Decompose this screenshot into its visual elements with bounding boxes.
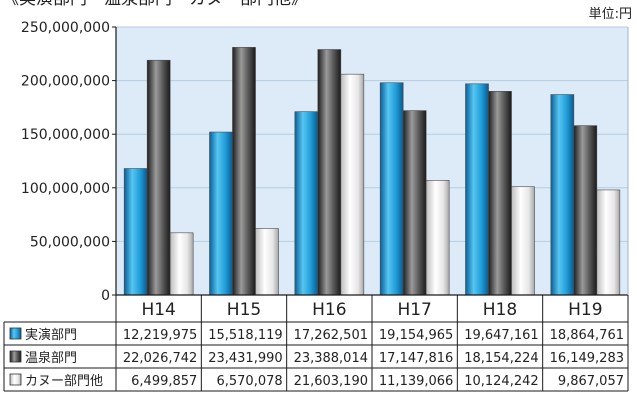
legend-label: 温泉部門: [25, 350, 77, 366]
y-tick-label: 250,000,000: [21, 20, 110, 36]
bar-温泉部門-H19: [573, 125, 598, 296]
legend-swatch: [9, 373, 22, 386]
table-cell: 10,124,242: [464, 374, 538, 389]
table-cell: 18,864,761: [550, 328, 624, 343]
table-cell: 23,431,990: [208, 351, 282, 366]
y-tick-label: 100,000,000: [21, 181, 110, 197]
bar-実演部門-H18: [465, 83, 489, 296]
legend-swatch: [9, 327, 22, 340]
bar-温泉部門-H18: [488, 91, 512, 296]
table-cell: 21,603,190: [294, 374, 368, 389]
y-tick-label: 150,000,000: [21, 127, 110, 143]
bar-実演部門-H17: [379, 82, 404, 296]
table-cell: 18,154,224: [464, 351, 538, 366]
bar-温泉部門-H17: [402, 110, 427, 296]
table-cell: 6,570,078: [216, 374, 282, 389]
x-category-label: H15: [227, 300, 261, 320]
table-cell: 6,499,857: [131, 374, 197, 389]
bar-実演部門-H14: [123, 168, 148, 296]
table-cell: 17,262,501: [294, 328, 368, 343]
chart-title: 《実演部門 温泉部門 カヌー部門他》: [2, 0, 308, 9]
bar-温泉部門-H16: [317, 49, 342, 296]
bar-温泉部門-H15: [232, 47, 256, 296]
x-category-label: H17: [397, 300, 431, 320]
x-category-label: H19: [568, 300, 602, 320]
gridlines: [116, 26, 628, 242]
legend-label: カヌー部門他: [25, 374, 103, 389]
y-tick-label: 0: [101, 288, 110, 304]
bar-カヌー部門他-H17: [425, 179, 450, 296]
plot-area: [116, 27, 628, 295]
table-cell: 9,867,057: [558, 374, 624, 389]
bar-カヌー部門他-H18: [511, 186, 535, 296]
table-cell: 12,219,975: [123, 328, 197, 343]
x-category-label: H14: [141, 300, 175, 320]
table-cell: 22,026,742: [123, 351, 197, 366]
bar-カヌー部門他-H14: [169, 232, 194, 296]
y-tick-label: 50,000,000: [30, 234, 110, 250]
table-cell: 15,518,119: [208, 328, 282, 343]
legend-swatch: [9, 350, 22, 363]
table-cell: 16,149,283: [550, 351, 624, 366]
table-cell: 19,647,161: [464, 328, 538, 343]
table-cell: 19,154,965: [379, 328, 453, 343]
x-category-label: H16: [312, 300, 346, 320]
bar-実演部門-H16: [294, 111, 319, 296]
table-cell: 11,139,066: [379, 374, 453, 389]
legend-label: 実演部門: [25, 327, 77, 343]
data-table: H14 H15 H16 H17 H18 H19 実演部門 12,219,975 15,518,1…: [3, 295, 629, 392]
table-cell: 23,388,014: [294, 351, 368, 366]
y-axis-ticks: 0 50,000,000 100,000,000 150,000,000 200,000…: [21, 20, 116, 304]
unit-label: 単位:円: [589, 6, 632, 22]
x-category-label: H18: [483, 300, 517, 320]
bar-温泉部門-H14: [146, 59, 171, 296]
table-cell: 17,147,816: [379, 351, 453, 366]
bar-実演部門-H15: [209, 131, 233, 296]
bar-カヌー部門他-H15: [255, 228, 279, 296]
bar-実演部門-H19: [550, 94, 575, 296]
y-tick-label: 200,000,000: [21, 74, 110, 90]
bar-カヌー部門他-H19: [596, 189, 621, 296]
bar-カヌー部門他-H16: [340, 73, 365, 296]
